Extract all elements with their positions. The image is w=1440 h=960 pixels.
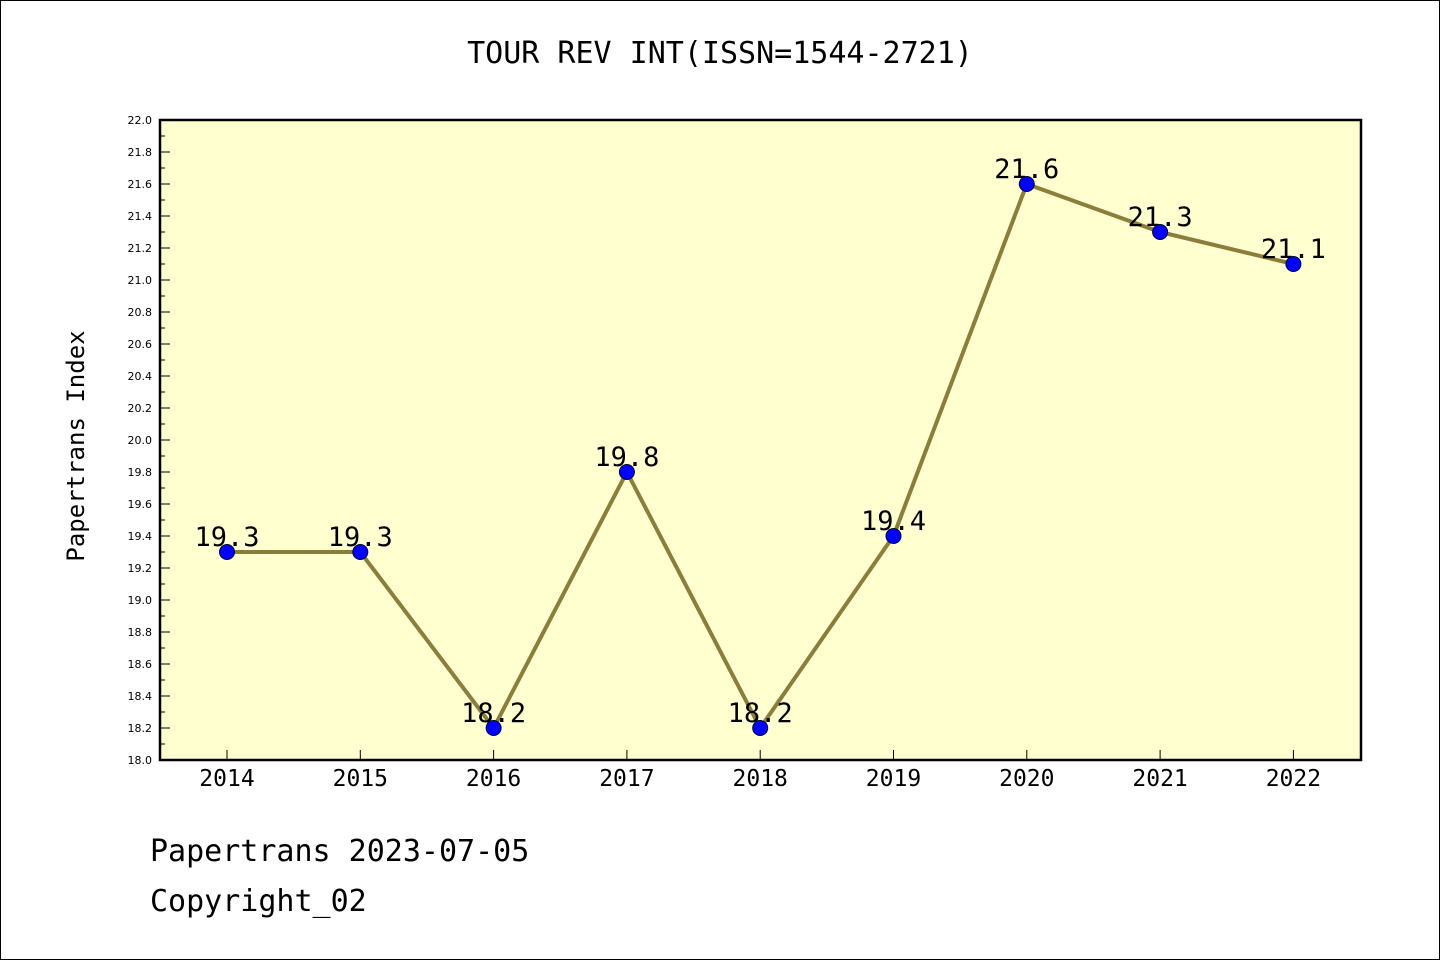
data-label: 21.3	[1128, 202, 1193, 233]
y-tick-label: 18.0	[128, 754, 153, 767]
data-label: 19.4	[861, 506, 926, 537]
x-tick-label: 2019	[866, 766, 921, 792]
y-tick-label: 19.2	[128, 562, 153, 575]
y-tick-label: 21.2	[128, 242, 153, 255]
data-label: 18.2	[461, 698, 526, 729]
y-tick-label: 18.8	[128, 626, 153, 639]
y-tick-label: 21.6	[128, 178, 153, 191]
y-tick-label: 18.4	[128, 690, 153, 703]
data-label: 21.6	[994, 154, 1059, 185]
y-tick-label: 19.6	[128, 498, 153, 511]
x-tick-label: 2016	[466, 766, 521, 792]
y-tick-label: 18.6	[128, 658, 153, 671]
footer-date: Papertrans 2023-07-05	[150, 834, 530, 869]
series-layer: 19.3 19.3 18.2 19.8 18.2 19.4 21.6 21.3 21.1	[194, 154, 1326, 736]
data-point	[1152, 224, 1169, 240]
x-axis: 2014 2015 2016 2017 2018 2019 2020 2021 2022	[199, 750, 1321, 792]
data-point	[352, 544, 369, 560]
data-label: 19.3	[328, 522, 393, 553]
data-point	[885, 528, 902, 544]
y-tick-label: 20.6	[128, 338, 153, 351]
data-point	[219, 544, 235, 560]
x-tick-label: 2018	[733, 766, 788, 792]
y-tick-label: 20.2	[128, 402, 153, 415]
data-label: 18.2	[728, 698, 793, 729]
y-tick-label: 21.0	[128, 274, 153, 287]
data-point	[618, 464, 635, 480]
data-label: 19.8	[594, 442, 659, 473]
y-tick-label: 18.2	[128, 722, 153, 735]
chart-title: TOUR REV INT(ISSN=1544-2721)	[467, 36, 973, 71]
x-tick-label: 2022	[1266, 766, 1321, 792]
data-label: 21.1	[1261, 234, 1326, 265]
data-point	[752, 720, 769, 736]
y-tick-label: 22.0	[128, 114, 153, 127]
x-tick-label: 2020	[999, 766, 1054, 792]
y-tick-label: 19.8	[128, 466, 153, 479]
x-tick-label: 2021	[1132, 766, 1187, 792]
data-point	[1285, 256, 1302, 272]
data-point	[1018, 176, 1035, 192]
y-tick-label: 20.8	[128, 306, 153, 319]
data-label: 19.3	[194, 522, 259, 553]
footer-copyright: Copyright_02	[150, 884, 367, 919]
y-tick-label: 19.0	[128, 594, 153, 607]
x-tick-label: 2015	[333, 766, 388, 792]
plot-border	[158, 118, 1363, 762]
y-tick-label: 19.4	[128, 530, 153, 543]
y-tick-label: 20.0	[128, 434, 153, 447]
data-point	[485, 720, 502, 736]
y-axis: 18.0 18.2 18.4 18.6 18.8 19.0 19.2 19.4 19.6 19.8…	[128, 114, 170, 767]
y-tick-label: 21.4	[128, 210, 153, 223]
y-tick-label: 20.4	[128, 370, 153, 383]
y-tick-label: 21.8	[128, 146, 153, 159]
x-tick-label: 2017	[599, 766, 654, 792]
x-tick-label: 2014	[199, 766, 254, 792]
